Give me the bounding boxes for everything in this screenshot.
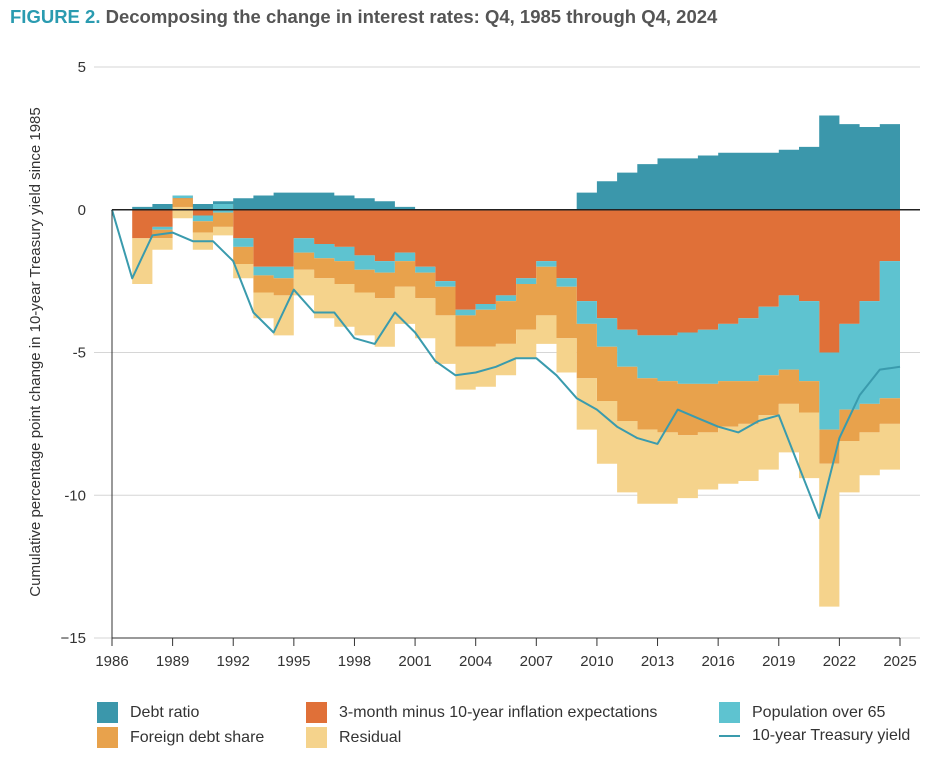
x-tick-labels: 1986 1989 1992 1995 1998 2001 2004 2007 2010 2013… bbox=[95, 638, 917, 670]
y-tick-label: 5 bbox=[78, 59, 86, 76]
x-tick-label: 2013 bbox=[641, 653, 674, 670]
x-tick-label: 2019 bbox=[762, 653, 795, 670]
y-tick-label: 0 bbox=[78, 202, 86, 219]
y-tick-label: -10 bbox=[64, 487, 86, 504]
figure-title: Decomposing the change in interest rates… bbox=[105, 6, 718, 27]
area-debt-ratio bbox=[112, 115, 900, 216]
y-tick-label: -5 bbox=[73, 345, 86, 362]
x-tick-label: 1998 bbox=[338, 653, 371, 670]
area-3-month-minus-10-year-inflation-expectations bbox=[112, 195, 900, 353]
x-tick-label: 2001 bbox=[398, 653, 431, 670]
area-population-over-65 bbox=[112, 195, 900, 430]
line-series-group bbox=[111, 209, 901, 520]
line-10-year-treasury-yield bbox=[111, 209, 901, 520]
x-tick-label: 1992 bbox=[217, 653, 250, 670]
area-series-group bbox=[112, 115, 900, 607]
x-tick-label: 2007 bbox=[520, 653, 553, 670]
x-tick-label: 2016 bbox=[701, 653, 734, 670]
x-tick-label: 2025 bbox=[883, 653, 916, 670]
y-tick-label: −15 bbox=[61, 630, 86, 647]
x-tick-label: 1995 bbox=[277, 653, 310, 670]
x-tick-label: 1989 bbox=[156, 653, 189, 670]
x-tick-label: 2010 bbox=[580, 653, 613, 670]
y-axis-label: Cumulative percentage point change in 10… bbox=[27, 107, 44, 596]
x-tick-label: 1986 bbox=[95, 653, 128, 670]
area-foreign-debt-share bbox=[112, 198, 900, 464]
x-tick-label: 2004 bbox=[459, 653, 492, 670]
y-tick-labels: 5 0 -5 -10 −15 bbox=[61, 59, 86, 647]
axes bbox=[111, 208, 920, 639]
figure-label: FIGURE 2. bbox=[10, 6, 101, 27]
x-tick-label: 2022 bbox=[823, 653, 856, 670]
chart-title: FIGURE 2. Decomposing the change in inte… bbox=[10, 6, 717, 28]
area-residual bbox=[112, 206, 900, 607]
